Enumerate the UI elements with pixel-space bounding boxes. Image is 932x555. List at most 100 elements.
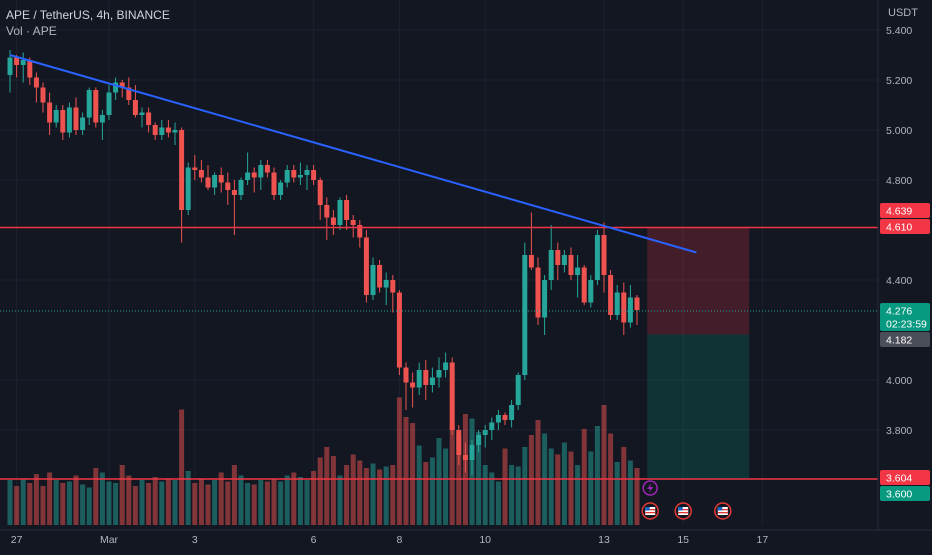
target-zone xyxy=(647,334,750,479)
volume-bar xyxy=(40,486,46,525)
volume-bar xyxy=(225,481,231,525)
candle xyxy=(627,285,633,328)
candle-body xyxy=(225,182,231,190)
volume-bar xyxy=(205,484,211,525)
us-flag-icon xyxy=(641,502,659,520)
volume-bar xyxy=(495,481,501,525)
price-tag-bg xyxy=(880,219,930,234)
volume-bar xyxy=(555,454,561,525)
candle-body xyxy=(396,292,402,368)
candle-body xyxy=(271,172,277,195)
x-tick-label: 10 xyxy=(479,534,491,546)
candle-body xyxy=(198,170,204,178)
candle xyxy=(238,177,244,200)
price-tag-label: 3.604 xyxy=(886,473,912,485)
us-flag-icon-field xyxy=(678,507,689,515)
volume-bar xyxy=(304,480,310,525)
volume-bar xyxy=(14,486,20,525)
candle xyxy=(350,215,356,238)
candle xyxy=(172,122,178,145)
candle-body xyxy=(278,182,284,195)
candle xyxy=(337,197,343,230)
price-tag: 4.276 xyxy=(880,303,930,318)
candle-body xyxy=(86,90,92,118)
y-tick-label: 4.800 xyxy=(886,175,912,187)
volume-bar xyxy=(73,475,79,525)
symbol-title: APE / TetherUS, 4h, BINANCE xyxy=(6,8,170,22)
candle xyxy=(614,285,620,320)
volume-bar xyxy=(99,472,105,525)
volume-bar xyxy=(377,469,383,525)
candle-body xyxy=(350,220,356,225)
candle xyxy=(396,290,402,375)
candle xyxy=(159,120,165,140)
candle xyxy=(192,155,198,180)
price-tag-label: 4.639 xyxy=(886,206,912,218)
candle-body xyxy=(489,422,495,430)
candle-body xyxy=(555,250,561,265)
volume-bar xyxy=(344,465,350,525)
candle xyxy=(225,172,231,205)
candle xyxy=(363,230,369,303)
candle-body xyxy=(522,255,528,375)
candle xyxy=(53,105,59,128)
candle-body xyxy=(20,60,26,65)
price-tag-bg xyxy=(880,470,930,485)
volume-bar xyxy=(489,472,495,525)
price-tag-bg xyxy=(880,316,930,331)
volume-bar xyxy=(271,478,277,525)
candle-body xyxy=(476,435,482,445)
volume-bar xyxy=(634,468,640,525)
volume-bar xyxy=(627,460,633,525)
candle xyxy=(594,230,600,285)
volume-bar xyxy=(185,471,191,525)
us-flag-icon-stripe xyxy=(678,509,689,511)
candle xyxy=(528,212,534,270)
candle-body xyxy=(73,107,79,130)
candle xyxy=(330,210,336,235)
candle-body xyxy=(93,90,99,123)
volume-bar xyxy=(363,468,369,525)
candle xyxy=(568,247,574,280)
candle-body xyxy=(357,225,363,238)
volume-bar xyxy=(581,429,587,525)
candle-body xyxy=(258,165,264,178)
candle xyxy=(561,250,567,273)
candle-body xyxy=(192,167,198,170)
candle-body xyxy=(99,115,105,123)
candle xyxy=(377,260,383,293)
y-tick-label: 5.200 xyxy=(886,75,912,87)
x-tick-label: 3 xyxy=(192,534,198,546)
volume-bar xyxy=(568,451,574,525)
candle xyxy=(231,180,237,235)
candle-body xyxy=(608,275,614,315)
volume-bar xyxy=(53,480,59,525)
candle-body xyxy=(330,217,336,225)
candle-body xyxy=(238,180,244,195)
y-tick-label: 5.400 xyxy=(886,25,912,37)
volume-bar xyxy=(588,451,594,525)
candle xyxy=(449,357,455,435)
candle xyxy=(205,165,211,190)
candle xyxy=(271,167,277,200)
volume-bar xyxy=(410,423,416,525)
candle xyxy=(548,225,554,290)
volume-bar xyxy=(594,426,600,525)
price-tag-label: 4.610 xyxy=(886,222,912,234)
volume-bar xyxy=(337,475,343,525)
candle-body xyxy=(251,172,257,178)
candle-body xyxy=(245,172,251,180)
candle xyxy=(410,372,416,408)
candle xyxy=(47,92,53,135)
candle-body xyxy=(370,265,376,295)
candle-body xyxy=(53,110,59,123)
price-tag-bg xyxy=(880,203,930,218)
volume-bar xyxy=(291,472,297,525)
volume-bar xyxy=(20,478,26,525)
volume-bar xyxy=(231,465,237,525)
candle xyxy=(304,165,310,190)
volume-bar xyxy=(502,448,508,525)
candle-body xyxy=(33,77,39,88)
